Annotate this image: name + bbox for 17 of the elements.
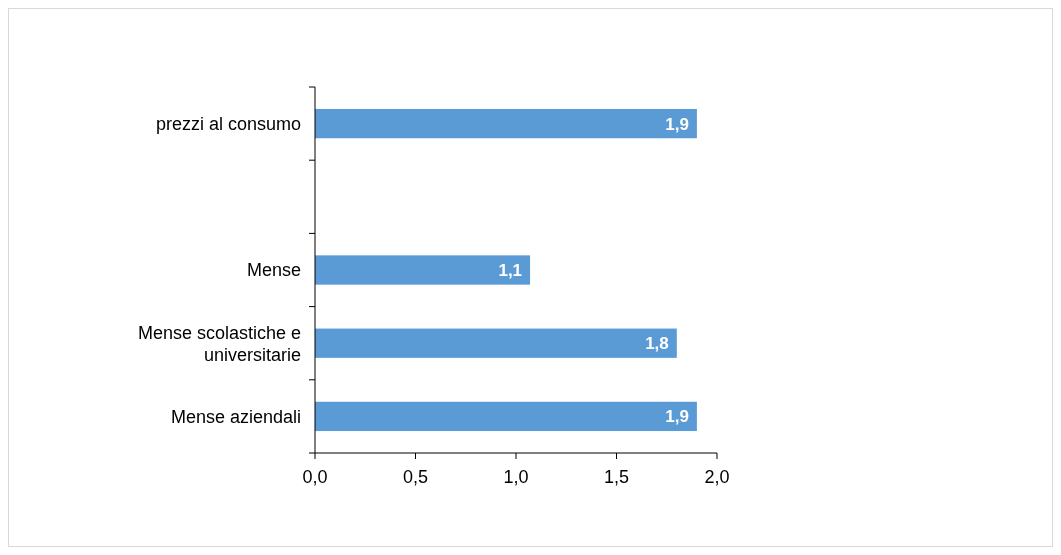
x-tick-label: 0,0 bbox=[302, 467, 328, 487]
bar bbox=[315, 255, 531, 285]
data-label: 1,1 bbox=[498, 260, 523, 280]
x-tick-label: 0,5 bbox=[402, 467, 429, 487]
data-label: 1,9 bbox=[665, 407, 689, 427]
x-tick-label: 2,0 bbox=[704, 467, 730, 487]
y-tick-label: Mense scolastiche e universitarie bbox=[137, 322, 301, 365]
y-tick-label: prezzi al consumo bbox=[155, 113, 301, 134]
x-tick-label: 1,5 bbox=[603, 467, 630, 487]
bar bbox=[315, 328, 677, 358]
data-label: 1,9 bbox=[665, 114, 689, 134]
bar bbox=[315, 108, 697, 139]
y-tick-label: Mense aziendali bbox=[170, 406, 301, 427]
bar bbox=[315, 401, 697, 432]
x-tick-label: 1,0 bbox=[503, 467, 529, 487]
y-tick-label: Mense bbox=[246, 260, 301, 281]
data-label: 1,8 bbox=[645, 334, 669, 354]
